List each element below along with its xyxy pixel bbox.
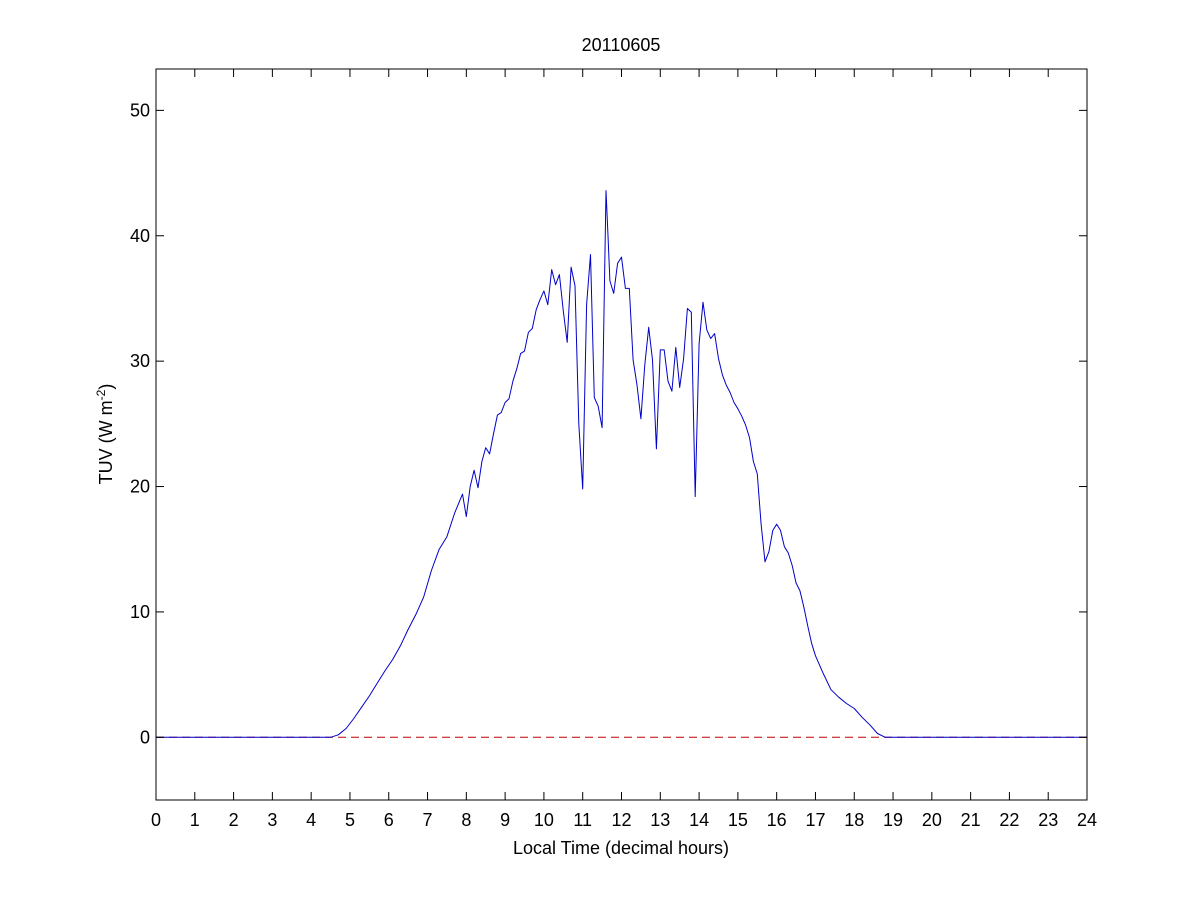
x-tick-label: 0 xyxy=(151,810,161,830)
tuv-series-line xyxy=(156,190,1087,738)
series-layer xyxy=(156,190,1087,738)
x-tick-label: 23 xyxy=(1038,810,1058,830)
y-tick-label: 40 xyxy=(130,226,150,246)
x-axis-ticks: 0 1 2 3 4 5 6 7 8 9 10 11 12 13 14 15 16 17 18 19 20 21 22 23 24 xyxy=(151,69,1097,830)
x-tick-label: 12 xyxy=(611,810,631,830)
x-tick-label: 19 xyxy=(883,810,903,830)
x-tick-label: 14 xyxy=(689,810,709,830)
y-axis-label-superscript: -2 xyxy=(94,389,108,400)
x-tick-label: 18 xyxy=(844,810,864,830)
x-axis-label: Local Time (decimal hours) xyxy=(513,838,729,858)
x-tick-label: 1 xyxy=(190,810,200,830)
plot-area xyxy=(155,68,1088,801)
y-tick-label: 20 xyxy=(130,477,150,497)
x-tick-label: 3 xyxy=(267,810,277,830)
x-tick-label: 2 xyxy=(229,810,239,830)
x-tick-label: 16 xyxy=(767,810,787,830)
y-tick-label: 30 xyxy=(130,351,150,371)
x-tick-label: 6 xyxy=(384,810,394,830)
y-axis-label: TUV (W m-2) xyxy=(94,384,116,485)
x-tick-label: 9 xyxy=(500,810,510,830)
chart-title: 20110605 xyxy=(582,35,661,55)
x-tick-label: 11 xyxy=(573,810,592,830)
x-tick-label: 4 xyxy=(306,810,316,830)
y-axis-label-main: TUV (W m xyxy=(96,400,116,484)
x-tick-label: 13 xyxy=(650,810,670,830)
y-tick-label: 10 xyxy=(130,602,150,622)
y-tick-label: 0 xyxy=(140,727,150,747)
x-tick-label: 22 xyxy=(999,810,1019,830)
y-axis-ticks: 0 10 20 30 40 50 xyxy=(130,100,1087,747)
x-tick-label: 21 xyxy=(961,810,981,830)
x-tick-label: 10 xyxy=(534,810,554,830)
x-tick-label: 15 xyxy=(728,810,748,830)
x-tick-label: 5 xyxy=(345,810,355,830)
x-tick-label: 8 xyxy=(461,810,471,830)
x-tick-label: 7 xyxy=(423,810,433,830)
x-tick-label: 17 xyxy=(805,810,825,830)
x-tick-label: 20 xyxy=(922,810,942,830)
y-axis-label-close: ) xyxy=(96,384,116,390)
plot-background xyxy=(156,69,1087,800)
x-tick-label: 24 xyxy=(1077,810,1097,830)
y-tick-label: 50 xyxy=(130,100,150,120)
